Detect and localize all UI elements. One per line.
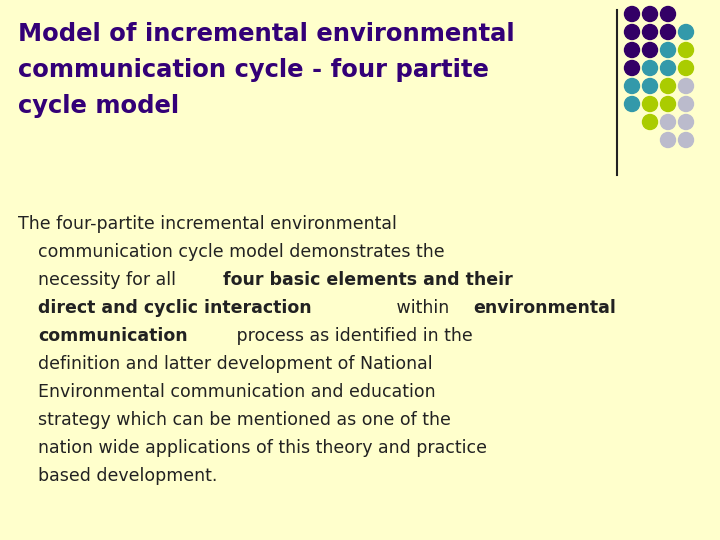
Circle shape	[660, 78, 675, 93]
Circle shape	[660, 6, 675, 22]
Text: communication: communication	[38, 327, 188, 345]
Circle shape	[678, 114, 693, 130]
Circle shape	[678, 43, 693, 57]
Circle shape	[624, 78, 639, 93]
Text: strategy which can be mentioned as one of the: strategy which can be mentioned as one o…	[38, 411, 451, 429]
Text: necessity for all: necessity for all	[38, 271, 181, 289]
Text: process as identified in the: process as identified in the	[231, 327, 473, 345]
Circle shape	[678, 132, 693, 147]
Circle shape	[678, 24, 693, 39]
Circle shape	[678, 60, 693, 76]
Circle shape	[624, 24, 639, 39]
Text: four basic elements and their: four basic elements and their	[223, 271, 513, 289]
Circle shape	[624, 97, 639, 111]
Circle shape	[642, 97, 657, 111]
Text: communication cycle model demonstrates the: communication cycle model demonstrates t…	[38, 243, 445, 261]
Circle shape	[642, 6, 657, 22]
Text: Model of incremental environmental: Model of incremental environmental	[18, 22, 515, 46]
Text: definition and latter development of National: definition and latter development of Nat…	[38, 355, 433, 373]
Text: based development.: based development.	[38, 467, 217, 485]
Text: nation wide applications of this theory and practice: nation wide applications of this theory …	[38, 439, 487, 457]
Circle shape	[624, 43, 639, 57]
Circle shape	[642, 78, 657, 93]
Circle shape	[660, 60, 675, 76]
Circle shape	[660, 97, 675, 111]
Circle shape	[642, 114, 657, 130]
Circle shape	[660, 24, 675, 39]
Text: cycle model: cycle model	[18, 94, 179, 118]
Text: within: within	[391, 299, 455, 317]
Text: Environmental communication and education: Environmental communication and educatio…	[38, 383, 436, 401]
Text: The four-partite incremental environmental: The four-partite incremental environment…	[18, 215, 397, 233]
Circle shape	[624, 60, 639, 76]
Circle shape	[642, 60, 657, 76]
Text: direct and cyclic interaction: direct and cyclic interaction	[38, 299, 312, 317]
Circle shape	[660, 132, 675, 147]
Circle shape	[624, 6, 639, 22]
Circle shape	[660, 114, 675, 130]
Text: communication cycle - four partite: communication cycle - four partite	[18, 58, 489, 82]
Circle shape	[642, 43, 657, 57]
Circle shape	[678, 97, 693, 111]
Text: environmental: environmental	[473, 299, 616, 317]
Circle shape	[642, 24, 657, 39]
Circle shape	[660, 43, 675, 57]
Circle shape	[678, 78, 693, 93]
